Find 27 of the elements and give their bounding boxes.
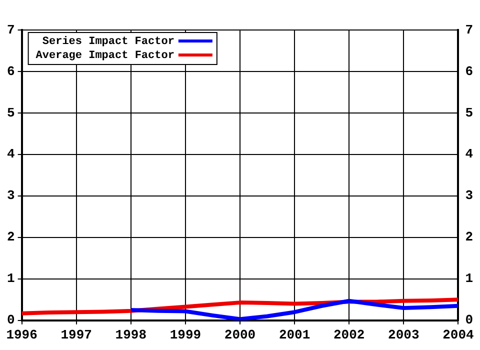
y2-tick-label: 4 [465,146,474,162]
legend-label: Average Impact Factor [36,50,174,62]
y2-tick-label: 7 [465,22,474,38]
y-tick-label: 5 [6,105,15,120]
y-tick-label: 6 [6,64,15,79]
y-tick-label: 4 [6,146,15,162]
y2-tick-label: 5 [465,105,474,120]
y-tick-label: 3 [6,188,15,204]
y-tick-label: 1 [6,271,15,286]
x-tick-label: 1997 [60,327,92,342]
y2-tick-label: 3 [465,188,474,204]
x-tick-label: 2003 [388,327,420,342]
legend-label: Series Impact Factor [42,36,174,48]
y-tick-label: 7 [6,22,15,38]
y-tick-label: 0 [6,312,15,328]
x-tick-label: 1998 [115,327,147,342]
y2-tick-label: 6 [465,64,474,79]
y2-tick-label: 1 [465,271,474,286]
x-tick-label: 2000 [224,327,256,342]
y2-tick-label: 2 [465,230,474,245]
y-tick-label: 2 [6,230,15,245]
y2-tick-label: 0 [465,312,474,328]
x-tick-label: 2002 [333,327,365,342]
x-tick-label: 2004 [442,327,474,342]
x-tick-label: 1996 [6,327,38,342]
x-tick-label: 2001 [278,327,310,342]
x-tick-label: 1999 [170,327,202,342]
